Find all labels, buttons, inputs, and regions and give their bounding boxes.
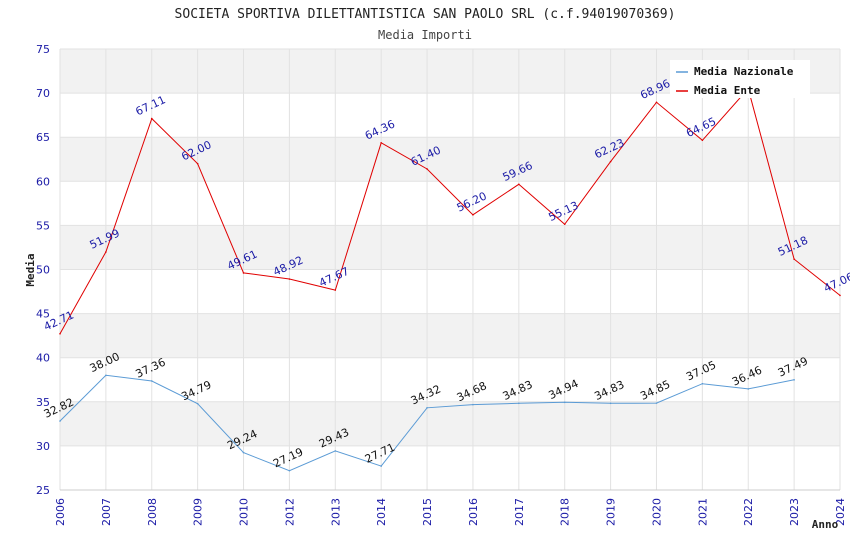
data-point: [518, 402, 520, 405]
data-point: [196, 162, 199, 165]
x-tick-label: 2006: [54, 498, 67, 526]
data-label: 34.79: [179, 378, 213, 403]
data-label: 37.36: [134, 356, 168, 381]
data-point: [609, 402, 612, 405]
data-label: 56.20: [455, 189, 489, 214]
legend-label-media-ente: Media Ente: [694, 84, 761, 97]
y-tick-label: 30: [36, 440, 50, 453]
data-point: [563, 401, 566, 404]
y-tick-label: 55: [36, 219, 50, 232]
data-label: 47.06: [822, 270, 850, 295]
x-tick-label: 2024: [834, 498, 847, 526]
plot-background-bands: [60, 49, 840, 446]
data-point: [701, 139, 704, 142]
x-tick-label: 2007: [100, 498, 113, 526]
y-tick-label: 45: [36, 308, 50, 321]
y-tick-label: 25: [36, 484, 50, 497]
data-point: [518, 183, 520, 186]
data-point: [105, 251, 107, 253]
x-tick-label: 2008: [146, 498, 159, 526]
gridlines: [59, 48, 841, 491]
data-label: 27.19: [271, 445, 305, 470]
series-line-media-ente: [59, 87, 841, 335]
data-point: [105, 374, 107, 377]
x-tick-label: 2022: [742, 498, 755, 526]
x-tick-label: 2015: [421, 498, 434, 526]
data-label: 34.83: [501, 378, 535, 403]
y-tick-label: 65: [36, 131, 50, 144]
data-point: [426, 406, 428, 409]
data-point: [242, 451, 245, 454]
y-tick-label: 60: [36, 175, 50, 188]
x-tick-label: 2009: [192, 498, 205, 526]
grid-band: [60, 313, 840, 358]
y-tick-label: 35: [36, 396, 50, 409]
data-point: [59, 332, 61, 335]
y-tick-label: 50: [36, 264, 50, 277]
data-point: [334, 289, 337, 291]
data-point: [747, 388, 750, 390]
data-label: 34.94: [546, 377, 580, 402]
series-lines: [59, 87, 841, 472]
data-label: 55.13: [546, 199, 580, 224]
y-axis-label: Media: [24, 253, 37, 286]
x-tick-label: 2017: [513, 498, 526, 526]
legend-label-media-nazionale: Media Nazionale: [694, 65, 794, 78]
data-point: [655, 101, 658, 104]
x-tick-label: 2016: [467, 498, 480, 526]
grid-band: [60, 401, 840, 446]
data-point: [839, 294, 841, 297]
data-point: [59, 420, 61, 422]
data-point: [288, 278, 291, 280]
data-label: 37.05: [684, 358, 718, 383]
x-tick-label: 2021: [696, 498, 709, 526]
y-tick-label: 70: [36, 87, 50, 100]
x-tick-label: 2013: [329, 498, 342, 526]
data-point: [380, 465, 382, 467]
chart-title: SOCIETA SPORTIVA DILETTANTISTICA SAN PAO…: [175, 7, 676, 22]
chart-subtitle: Media Importi: [378, 28, 472, 42]
y-tick-label: 40: [36, 352, 50, 365]
data-point: [472, 403, 474, 406]
x-tick-label: 2012: [283, 498, 296, 526]
data-label: 64.65: [684, 115, 718, 140]
legend-box: [670, 60, 810, 98]
data-point: [288, 469, 291, 472]
data-point: [793, 258, 795, 260]
data-label: 34.83: [592, 378, 626, 403]
data-label: 67.11: [134, 93, 168, 118]
data-point: [426, 168, 428, 170]
x-tick-label: 2018: [559, 498, 572, 526]
data-point: [334, 450, 337, 452]
data-point: [655, 402, 658, 404]
data-point: [793, 379, 795, 381]
x-axis-label: Anno: [812, 518, 839, 531]
grid-band: [60, 137, 840, 182]
y-tick-label: 75: [36, 43, 50, 56]
data-point: [380, 142, 382, 144]
data-point: [150, 117, 153, 120]
data-point: [472, 214, 474, 216]
data-point: [563, 223, 566, 226]
x-tick-label: 2010: [238, 498, 251, 526]
data-label: 36.46: [730, 364, 764, 389]
data-point: [242, 272, 245, 274]
x-tick-label: 2014: [375, 498, 388, 526]
legend: Media Nazionale Media Ente: [670, 60, 810, 98]
data-label: 34.68: [455, 379, 489, 404]
data-point: [196, 402, 199, 405]
data-point: [701, 382, 704, 385]
x-axis-ticks: 2006 2007 2008 2009 2010 2012 2013 2014 2015 2016…: [54, 498, 847, 526]
x-tick-label: 2023: [788, 498, 801, 526]
grid-band: [60, 225, 840, 270]
data-label: 37.49: [776, 354, 810, 379]
y-axis-ticks: 25 30 35 40 45 50 55 60 65 70 75: [36, 43, 50, 497]
x-tick-label: 2020: [650, 498, 663, 526]
data-point: [609, 160, 612, 163]
data-point: [150, 380, 153, 382]
x-tick-label: 2019: [605, 498, 618, 526]
